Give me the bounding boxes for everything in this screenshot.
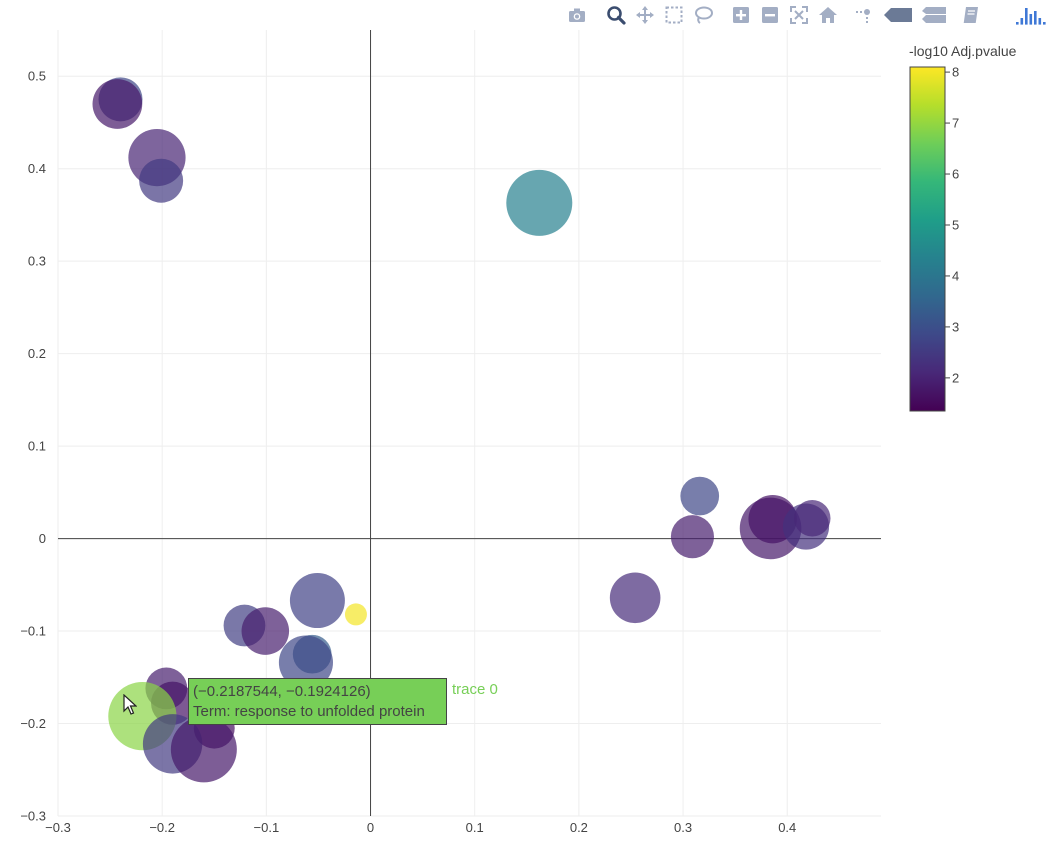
data-point[interactable] xyxy=(680,476,720,516)
x-tick-label: −0.2 xyxy=(149,820,175,835)
y-tick-label: 0 xyxy=(39,531,46,546)
x-tick-label: −0.1 xyxy=(254,820,280,835)
camera-icon[interactable] xyxy=(566,4,588,26)
data-point[interactable] xyxy=(241,607,290,655)
data-point[interactable] xyxy=(278,635,334,690)
x-tick-label: 0 xyxy=(367,820,374,835)
zoom-icon[interactable] xyxy=(605,4,627,26)
hover-trace-name: trace 0 xyxy=(452,681,498,698)
autoscale-icon[interactable] xyxy=(788,4,810,26)
home-icon[interactable] xyxy=(817,4,839,26)
data-points[interactable] xyxy=(92,77,831,783)
data-point[interactable] xyxy=(289,573,345,629)
x-tick-label: 0.3 xyxy=(674,820,692,835)
data-point[interactable] xyxy=(170,716,237,783)
hover-tooltip: (−0.2187544, −0.1924126) Term: response … xyxy=(188,678,447,725)
x-tick-label: 0.4 xyxy=(778,820,796,835)
colorbar-tick-label: 4 xyxy=(952,268,959,283)
colorbar-tick-label: 7 xyxy=(952,116,959,131)
y-tick-label: −0.2 xyxy=(20,716,46,731)
colorbar-tick-label: 6 xyxy=(952,167,959,182)
y-tick-label: 0.2 xyxy=(28,346,46,361)
colorbar: -log10 Adj.pvalue 2 3 4 5 6 7 8 xyxy=(909,43,1017,412)
data-point[interactable] xyxy=(609,572,661,624)
x-tick-label: 0.1 xyxy=(466,820,484,835)
colorbar-gradient xyxy=(909,66,946,412)
edit-book-icon[interactable] xyxy=(960,4,982,26)
zoom-out-icon[interactable] xyxy=(759,4,781,26)
data-point[interactable] xyxy=(506,169,573,236)
box-select-icon[interactable] xyxy=(663,4,685,26)
y-axis-ticks: −0.3 −0.2 −0.1 0 0.1 0.2 0.3 0.4 0.5 xyxy=(20,69,46,824)
colorbar-tick-label: 5 xyxy=(952,217,959,232)
y-tick-label: −0.1 xyxy=(20,624,46,639)
spike-lines-icon[interactable] xyxy=(853,4,875,26)
colorbar-ticks: 2 3 4 5 6 7 8 xyxy=(945,65,959,385)
hover-term: Term: response to unfolded protein xyxy=(193,703,425,720)
hover-compare-icon[interactable] xyxy=(920,4,948,26)
lasso-select-icon[interactable] xyxy=(692,4,714,26)
data-point[interactable] xyxy=(344,603,367,626)
hover-coordinates: (−0.2187544, −0.1924126) xyxy=(193,683,371,700)
data-point[interactable] xyxy=(793,499,831,537)
y-tick-label: 0.1 xyxy=(28,439,46,454)
x-axis-ticks: −0.3 −0.2 −0.1 0 0.1 0.2 0.3 0.4 xyxy=(45,820,796,835)
data-point[interactable] xyxy=(92,79,143,129)
y-tick-label: −0.3 xyxy=(20,809,46,824)
y-tick-label: 0.4 xyxy=(28,161,46,176)
data-point[interactable] xyxy=(139,158,184,203)
pan-icon[interactable] xyxy=(634,4,656,26)
y-tick-label: 0.5 xyxy=(28,69,46,84)
plotly-logo-icon[interactable] xyxy=(1014,4,1046,26)
colorbar-tick-label: 8 xyxy=(952,65,959,80)
x-tick-label: −0.3 xyxy=(45,820,71,835)
zoom-in-icon[interactable] xyxy=(730,4,752,26)
x-tick-label: 0.2 xyxy=(570,820,588,835)
y-tick-label: 0.3 xyxy=(28,254,46,269)
colorbar-tick-label: 3 xyxy=(952,319,959,334)
colorbar-title: -log10 Adj.pvalue xyxy=(909,43,1017,59)
hover-closest-icon[interactable] xyxy=(882,4,914,26)
colorbar-tick-label: 2 xyxy=(952,370,959,385)
mouse-cursor-icon xyxy=(123,694,137,715)
data-point[interactable] xyxy=(670,515,714,559)
